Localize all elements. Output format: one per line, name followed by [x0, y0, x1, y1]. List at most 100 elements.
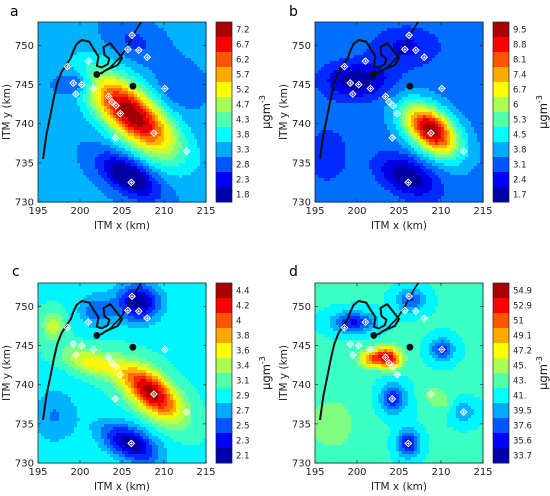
heatmap-cell: [101, 172, 105, 176]
heatmap-cell: [86, 106, 90, 110]
heatmap-cell: [197, 61, 201, 65]
heatmap-cell: [173, 37, 177, 41]
heatmap-cell: [369, 112, 373, 116]
heatmap-cell: [152, 148, 156, 152]
heatmap-cell: [357, 175, 361, 179]
heatmap-cell: [86, 151, 90, 155]
heatmap-cell: [131, 133, 135, 137]
heatmap-cell: [381, 85, 385, 89]
heatmap-cell: [354, 148, 358, 152]
heatmap-cell: [354, 178, 358, 182]
heatmap-cell: [176, 172, 180, 176]
heatmap-cell: [164, 184, 168, 188]
heatmap-cell: [113, 157, 117, 161]
heatmap-cell: [134, 127, 138, 131]
heatmap-cell: [74, 112, 78, 116]
heatmap-cell: [65, 139, 69, 143]
heatmap-cell: [107, 157, 111, 161]
heatmap-cell: [53, 55, 57, 59]
heatmap-cell: [143, 127, 147, 131]
heatmap-cell: [315, 40, 319, 44]
heatmap-cell: [80, 154, 84, 158]
heatmap-cell: [116, 130, 120, 134]
heatmap-cell: [86, 124, 90, 128]
heatmap-cell: [68, 49, 72, 53]
heatmap-cell: [366, 199, 370, 203]
heatmap-cell: [381, 175, 385, 179]
heatmap-cell: [119, 25, 123, 29]
heatmap-cell: [47, 160, 51, 164]
heatmap-cell: [137, 166, 141, 170]
heatmap-cell: [38, 106, 42, 110]
heatmap-cell: [131, 67, 135, 71]
heatmap-cell: [354, 139, 358, 143]
heatmap-cell: [101, 118, 105, 122]
heatmap-cell: [41, 49, 45, 53]
x-tick-label: 195: [28, 206, 47, 217]
heatmap-cell: [62, 154, 66, 158]
heatmap-cell: [56, 133, 60, 137]
heatmap-cell: [122, 88, 126, 92]
heatmap-cell: [83, 139, 87, 143]
heatmap-cell: [59, 118, 63, 122]
heatmap-cell: [92, 37, 96, 41]
heatmap-cell: [330, 166, 334, 170]
heatmap-cell: [137, 163, 141, 167]
heatmap-cell: [50, 124, 54, 128]
heatmap-cell: [345, 127, 349, 131]
heatmap-cell: [71, 169, 75, 173]
heatmap-cell: [77, 187, 81, 191]
heatmap-cell: [41, 94, 45, 98]
heatmap-cell: [336, 64, 340, 68]
heatmap-cell: [176, 175, 180, 179]
heatmap-cell: [59, 22, 63, 26]
heatmap-cell: [140, 136, 144, 140]
heatmap-cell: [179, 46, 183, 50]
heatmap-cell: [38, 172, 42, 176]
heatmap-cell: [321, 82, 325, 86]
heatmap-cell: [194, 61, 198, 65]
heatmap-cell: [122, 157, 126, 161]
heatmap-cell: [185, 79, 189, 83]
heatmap-cell: [384, 88, 388, 92]
heatmap-cell: [336, 115, 340, 119]
heatmap-cell: [354, 91, 358, 95]
heatmap-cell: [197, 55, 201, 59]
heatmap-cell: [113, 49, 117, 53]
heatmap-cell: [44, 103, 48, 107]
heatmap-cell: [191, 94, 195, 98]
heatmap-cell: [62, 103, 66, 107]
heatmap-cell: [146, 184, 150, 188]
heatmap-cell: [378, 34, 382, 38]
heatmap-cell: [119, 88, 123, 92]
heatmap-cell: [83, 187, 87, 191]
monitor-cross: [106, 94, 111, 98]
heatmap-cell: [80, 49, 84, 53]
heatmap-cell: [200, 49, 204, 53]
heatmap-cell: [62, 82, 66, 86]
heatmap-cell: [38, 73, 42, 77]
heatmap-cell: [158, 196, 162, 200]
heatmap-cell: [62, 169, 66, 173]
heatmap-cell: [83, 100, 87, 104]
heatmap-cell: [101, 160, 105, 164]
heatmap-cell: [140, 34, 144, 38]
heatmap-cell: [366, 97, 370, 101]
heatmap-cell: [137, 115, 141, 119]
heatmap-cell: [182, 91, 186, 95]
heatmap-cell: [182, 112, 186, 116]
heatmap-cell: [56, 76, 60, 80]
heatmap-cell: [339, 31, 343, 35]
heatmap-cell: [53, 166, 57, 170]
heatmap-cell: [170, 187, 174, 191]
heatmap-cell: [74, 97, 78, 101]
heatmap-cell: [191, 154, 195, 158]
heatmap-cell: [167, 121, 171, 125]
heatmap-cell: [116, 100, 120, 104]
heatmap-cell: [321, 193, 325, 197]
heatmap-cell: [155, 43, 159, 47]
heatmap-cell: [125, 106, 129, 110]
heatmap-cell: [200, 22, 204, 26]
heatmap-cell: [336, 172, 340, 176]
heatmap-cell: [92, 187, 96, 191]
